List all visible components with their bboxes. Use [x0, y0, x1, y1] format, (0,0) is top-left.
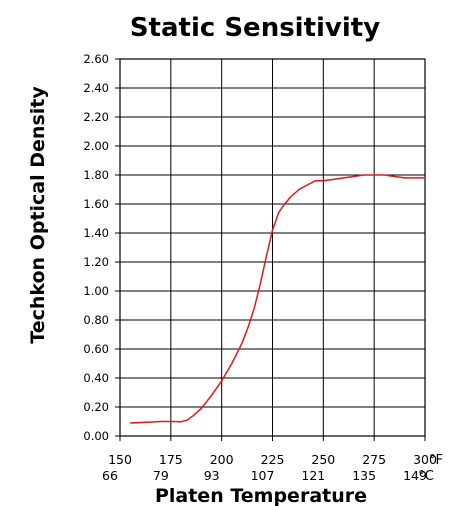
y-tick-label: 2.20	[83, 110, 109, 124]
x-axis-title: Platen Temperature	[155, 485, 367, 506]
series-layer	[130, 174, 425, 424]
x-tick-label-celsius: 107	[251, 468, 275, 483]
y-tick-label: 0.20	[83, 400, 109, 414]
y-tick-label: 0.00	[83, 429, 109, 443]
x-unit-celsius: °C	[418, 469, 434, 484]
x-tick-label-celsius: 79	[153, 468, 169, 483]
x-tick-label-fahrenheit: 300	[413, 452, 437, 467]
x-tick-label-fahrenheit: 150	[108, 452, 132, 467]
x-tick-label-fahrenheit: 225	[261, 452, 285, 467]
y-tick-label: 1.80	[83, 168, 109, 182]
x-tick-label-fahrenheit: 200	[210, 452, 234, 467]
x-tick-label-celsius: 93	[204, 468, 220, 483]
x-tick-label-celsius: 135	[352, 468, 376, 483]
x-tick-label-fahrenheit: 250	[311, 452, 335, 467]
y-tick-label: 1.40	[83, 226, 109, 240]
y-tick-label: 0.80	[83, 313, 109, 327]
y-tick-labels: 0.00 0.20 0.40 0.60 0.80 1.00 1.20 1.40 1.60 1.80…	[83, 52, 109, 443]
y-axis-title: Techkon Optical Density	[27, 86, 49, 344]
x-tick-label-celsius: 66	[102, 468, 118, 483]
grid	[115, 58, 426, 441]
y-tick-label: 0.60	[83, 342, 109, 356]
y-tick-label: 1.60	[83, 197, 109, 211]
series-line	[130, 174, 425, 424]
x-tick-label-fahrenheit: 275	[362, 452, 386, 467]
x-tick-label-celsius: 149	[403, 468, 427, 483]
y-tick-label: 0.40	[83, 371, 109, 385]
x-tick-label-fahrenheit: 175	[159, 452, 183, 467]
y-tick-label: 2.00	[83, 139, 109, 153]
y-tick-label: 2.60	[83, 52, 109, 66]
plot-frame	[119, 58, 426, 437]
y-tick-label: 1.20	[83, 255, 109, 269]
chart-title: Static Sensitivity	[130, 13, 380, 43]
x-unit-fahrenheit: °F	[429, 453, 443, 468]
x-tick-label-celsius: 121	[301, 468, 325, 483]
y-tick-label: 1.00	[83, 284, 109, 298]
y-tick-label: 2.40	[83, 81, 109, 95]
